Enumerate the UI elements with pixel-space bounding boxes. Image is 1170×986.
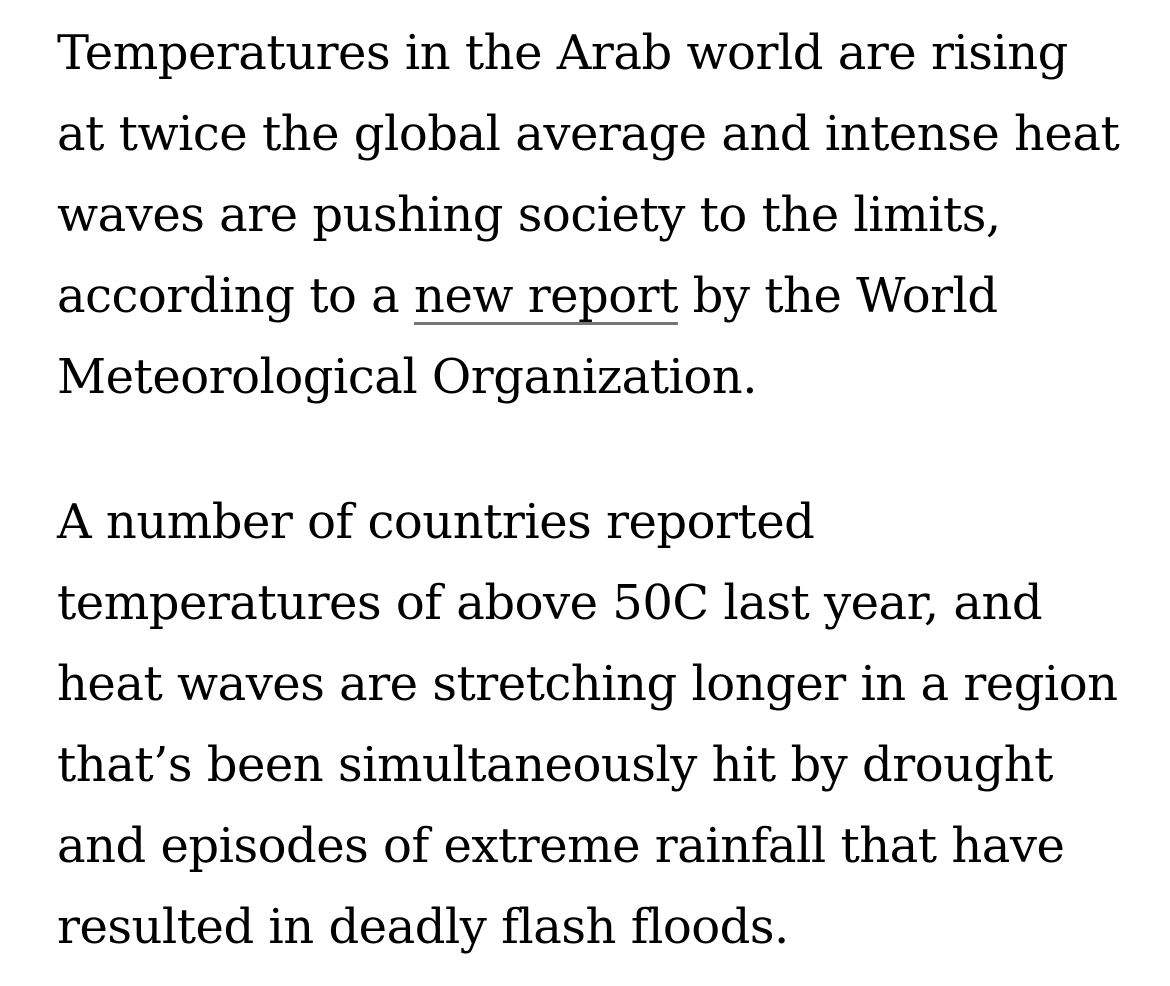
paragraph-1: Temperatures in the Arab world are risin…: [57, 13, 1150, 418]
paragraph-2-line-3: heat waves are stretching longer in a re…: [57, 656, 1118, 712]
new-report-link[interactable]: new report: [414, 268, 678, 324]
paragraph-2-line-6: resulted in deadly flash floods.: [57, 899, 789, 955]
paragraph-1-line-5: Meteorological Organization.: [57, 349, 757, 405]
paragraph-2-line-5: and episodes of extreme rainfall that ha…: [57, 818, 1065, 874]
paragraph-2-line-1: A number of countries reported: [57, 494, 815, 550]
paragraph-2: A number of countries reported temperatu…: [57, 482, 1150, 968]
paragraph-2-line-2: temperatures of above 50C last year, and: [57, 575, 1043, 631]
paragraph-1-line-2: at twice the global average and intense …: [57, 106, 1120, 162]
paragraph-2-line-4: that’s been simultaneously hit by drough…: [57, 737, 1053, 793]
paragraph-1-line-1: Temperatures in the Arab world are risin…: [57, 25, 1068, 81]
paragraph-1-line-4: according to a new report by the World: [57, 256, 1150, 337]
paragraph-1-line-4-text-before-link: according to a: [57, 268, 415, 324]
paragraph-1-line-4-text-after-link: by the World: [677, 268, 998, 324]
paragraph-1-line-3: waves are pushing society to the limits,: [57, 187, 1001, 243]
